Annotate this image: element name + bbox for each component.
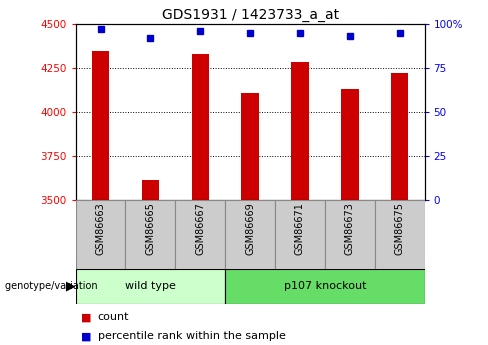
- Text: ■: ■: [81, 332, 91, 341]
- Text: GSM86667: GSM86667: [195, 202, 205, 255]
- Text: GSM86665: GSM86665: [145, 202, 155, 255]
- Text: GSM86673: GSM86673: [345, 202, 355, 255]
- Bar: [325, 200, 375, 269]
- Bar: [341, 89, 359, 200]
- Text: percentile rank within the sample: percentile rank within the sample: [98, 332, 285, 341]
- Text: count: count: [98, 313, 129, 322]
- Bar: [291, 62, 309, 200]
- Bar: [225, 200, 275, 269]
- Text: ▶: ▶: [66, 280, 76, 293]
- Bar: [142, 180, 159, 200]
- Bar: [125, 200, 175, 269]
- Text: GSM86675: GSM86675: [395, 202, 405, 255]
- Text: wild type: wild type: [125, 282, 176, 291]
- Text: GSM86663: GSM86663: [96, 202, 105, 255]
- Bar: [225, 269, 425, 304]
- Text: GSM86671: GSM86671: [295, 202, 305, 255]
- Bar: [76, 200, 125, 269]
- Bar: [375, 200, 425, 269]
- Bar: [242, 93, 259, 200]
- Text: p107 knockout: p107 knockout: [284, 282, 366, 291]
- Bar: [275, 200, 325, 269]
- Bar: [175, 200, 225, 269]
- Bar: [391, 73, 408, 200]
- Title: GDS1931 / 1423733_a_at: GDS1931 / 1423733_a_at: [162, 8, 339, 22]
- Bar: [191, 54, 209, 200]
- Bar: [76, 269, 225, 304]
- Text: genotype/variation: genotype/variation: [5, 282, 101, 291]
- Text: ■: ■: [81, 313, 91, 322]
- Text: GSM86669: GSM86669: [245, 202, 255, 255]
- Bar: [92, 50, 109, 200]
